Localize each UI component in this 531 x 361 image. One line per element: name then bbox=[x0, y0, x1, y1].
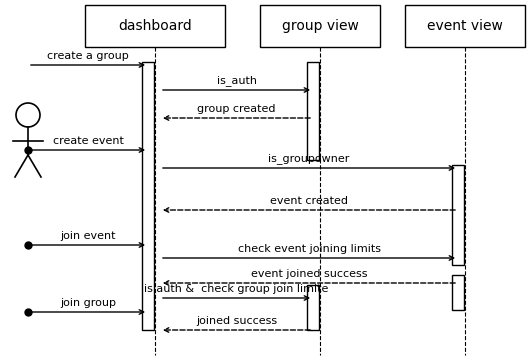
Text: event created: event created bbox=[270, 196, 348, 206]
Text: group view: group view bbox=[281, 19, 358, 33]
Bar bbox=[85, 5, 225, 47]
Text: create event: create event bbox=[53, 136, 123, 146]
Bar bbox=[405, 5, 525, 47]
Text: check event joining limits: check event joining limits bbox=[237, 244, 381, 254]
Text: create a group: create a group bbox=[47, 51, 129, 61]
Bar bbox=[307, 62, 319, 160]
Bar bbox=[452, 275, 464, 310]
Text: group created: group created bbox=[197, 104, 276, 114]
Text: dashboard: dashboard bbox=[118, 19, 192, 33]
Bar bbox=[452, 165, 464, 265]
Text: join event: join event bbox=[60, 231, 116, 241]
Bar bbox=[142, 62, 154, 330]
Text: joined success: joined success bbox=[196, 316, 277, 326]
Bar bbox=[307, 285, 319, 330]
Text: is_groupowner: is_groupowner bbox=[268, 153, 350, 164]
Text: join group: join group bbox=[60, 298, 116, 308]
Text: event joined success: event joined success bbox=[251, 269, 367, 279]
Text: is_auth: is_auth bbox=[217, 75, 256, 86]
Text: is auth &  check group join limite: is auth & check group join limite bbox=[144, 284, 329, 294]
Bar bbox=[260, 5, 380, 47]
Text: event view: event view bbox=[427, 19, 503, 33]
